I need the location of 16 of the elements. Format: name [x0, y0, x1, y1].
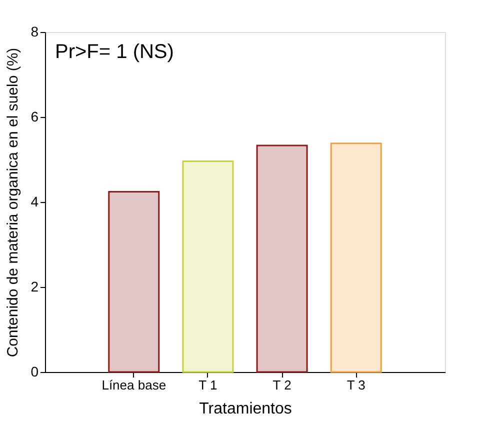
x-tick-label: Línea base: [102, 378, 166, 392]
bar: [256, 144, 308, 373]
annotation: Pr>F= 1 (NS): [55, 41, 174, 63]
y-tick-label: 8: [30, 24, 39, 40]
y-axis-title: Contenido de materia organica en el suelo (%): [4, 48, 22, 358]
y-tick-label: 4: [30, 194, 39, 210]
x-tick-label: T 2: [272, 378, 292, 392]
bar: [108, 191, 160, 373]
y-tick-label: 6: [30, 108, 39, 124]
x-axis-title: Tratamientos: [199, 400, 292, 418]
bar: [182, 160, 234, 373]
x-tick-label: T 1: [198, 378, 218, 392]
bar: [330, 142, 382, 373]
y-tick-label: 0: [30, 364, 39, 380]
x-tick-label: T 3: [346, 378, 366, 392]
y-tick-label: 2: [30, 278, 39, 294]
